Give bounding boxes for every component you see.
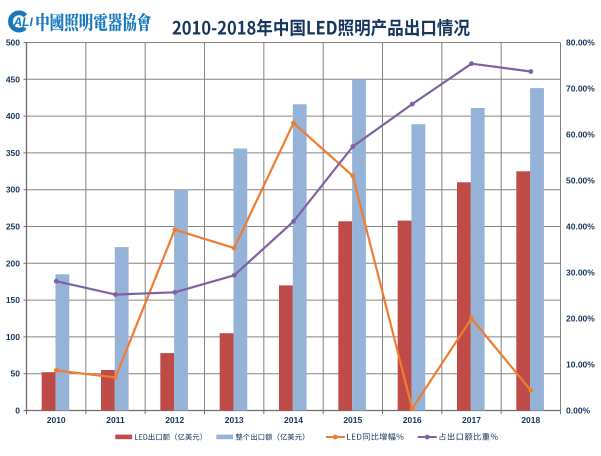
svg-text:350: 350 (6, 148, 20, 158)
svg-text:500: 500 (6, 38, 20, 48)
svg-text:2018: 2018 (521, 415, 540, 425)
svg-text:100: 100 (6, 332, 20, 342)
svg-text:70.00%: 70.00% (566, 84, 595, 94)
svg-text:150: 150 (6, 295, 20, 305)
svg-text:2013: 2013 (225, 415, 244, 425)
svg-text:20.00%: 20.00% (566, 314, 595, 324)
svg-text:50: 50 (11, 369, 21, 379)
svg-text:40.00%: 40.00% (566, 222, 595, 232)
svg-text:2010: 2010 (47, 415, 66, 425)
svg-text:2016: 2016 (403, 415, 422, 425)
svg-text:ALI: ALI (13, 15, 34, 29)
svg-text:2012: 2012 (165, 415, 184, 425)
svg-text:250: 250 (6, 222, 20, 232)
svg-text:2011: 2011 (106, 415, 125, 425)
svg-text:450: 450 (6, 74, 20, 84)
svg-text:200: 200 (6, 258, 20, 268)
svg-text:300: 300 (6, 185, 20, 195)
svg-text:60.00%: 60.00% (566, 130, 595, 140)
svg-text:80.00%: 80.00% (566, 38, 595, 48)
svg-text:400: 400 (6, 111, 20, 121)
svg-text:30.00%: 30.00% (566, 268, 595, 278)
svg-text:0: 0 (15, 406, 20, 416)
svg-text:10.00%: 10.00% (566, 360, 595, 370)
svg-text:2014: 2014 (284, 415, 303, 425)
svg-text:2017: 2017 (462, 415, 481, 425)
svg-text:0.00%: 0.00% (566, 406, 591, 416)
svg-text:2015: 2015 (343, 415, 362, 425)
svg-text:50.00%: 50.00% (566, 176, 595, 186)
